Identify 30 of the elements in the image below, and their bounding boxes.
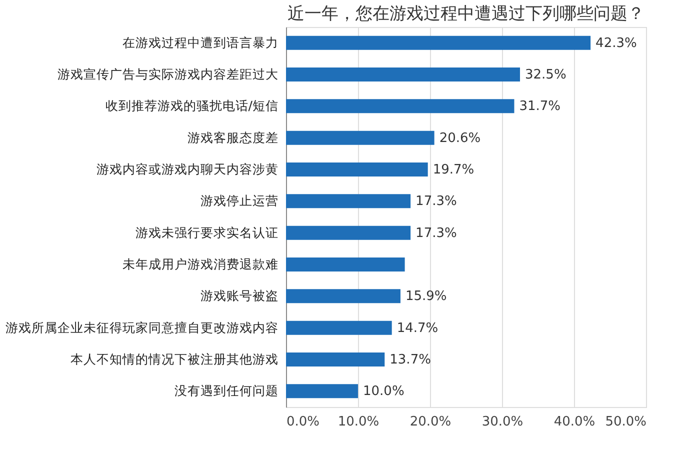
y-tick-label: 没有遇到任何问题 — [174, 383, 278, 398]
y-tick-label: 游戏停止运营 — [200, 193, 278, 208]
y-tick-label: 游戏内容或游戏内聊天内容涉黄 — [96, 162, 278, 176]
data-label: 32.5% — [525, 68, 566, 82]
data-label: 14.7% — [396, 320, 438, 336]
x-tick-label: 50.0% — [605, 414, 646, 430]
data-label: 42.3% — [596, 36, 637, 51]
y-tick-label: 游戏宣传广告与实际游戏内容差距过大 — [58, 66, 278, 82]
y-tick-label: 游戏客服态度差 — [188, 130, 278, 145]
y-tick-label: 游戏未强行要求实名认证 — [136, 224, 278, 240]
data-label: 17.3% — [416, 226, 457, 241]
x-tick-label: 40.0% — [554, 414, 596, 430]
x-tick-label: 20.0% — [410, 414, 452, 430]
data-label: 19.7% — [432, 162, 474, 178]
y-tick-label: 本人不知情的情况下被注册其他游戏 — [70, 352, 278, 366]
x-tick-label: 0.0% — [286, 414, 320, 430]
y-tick-label: 未年成用户游戏消费退款难 — [122, 256, 278, 272]
data-label: 10.0% — [363, 384, 404, 400]
data-label: 17.3% — [416, 194, 457, 210]
data-label: 20.6% — [439, 130, 481, 146]
y-tick-label: 在游戏过程中遭到语言暴力 — [122, 34, 278, 50]
data-label: 13.7% — [390, 352, 431, 368]
chart-title: 近一年，您在游戏过程中遭遇过下列哪些问题？ — [288, 4, 644, 24]
y-tick-label: 游戏所属企业未征得玩家同意擅自更改游戏内容 — [6, 320, 278, 335]
data-label: 15.9% — [405, 289, 447, 304]
x-tick-label: 10.0% — [338, 414, 380, 430]
y-tick-label: 收到推荐游戏的骚扰电话/短信 — [105, 98, 278, 114]
x-tick-label: 30.0% — [482, 414, 524, 430]
data-label: 31.7% — [519, 99, 561, 114]
y-tick-label: 游戏账号被盗 — [200, 288, 278, 304]
